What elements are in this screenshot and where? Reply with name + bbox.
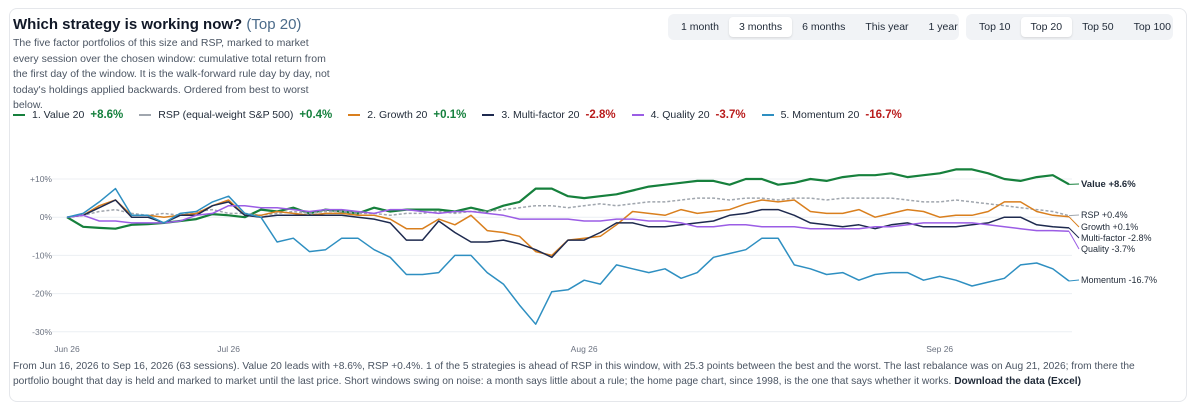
series-line-value [66,168,1070,230]
legend-label: 3. Multi-factor 20 [501,109,580,121]
legend-value: -2.8% [585,109,616,121]
strategy-card [9,8,1187,402]
end-label-momentum: Momentum -16.7% [1081,275,1157,285]
period-selector: 1 month 3 months 6 months This year 1 year [668,14,959,40]
y-tick-label: -20% [32,289,52,299]
end-label-leader [1068,216,1080,228]
end-label-growth: Growth +0.1% [1081,222,1138,232]
y-tick-label: +10% [30,174,52,184]
btn-3-months[interactable]: 3 months [728,17,793,37]
legend-label: 2. Growth 20 [367,109,428,121]
legend-value: +8.6% [90,109,124,121]
series-line-quality [66,204,1070,233]
title-subtitle: (Top 20) [246,16,302,33]
legend-swatch [482,114,495,116]
size-selector: Top 10 Top 20 Top 50 Top 100 [966,14,1173,40]
x-tick-label: Jun 26 [54,344,80,354]
legend-label: RSP (equal-weight S&P 500) [158,109,294,121]
btn-top-20[interactable]: Top 20 [1020,17,1073,37]
y-tick-label: 0% [40,212,53,222]
legend-swatch [761,114,774,116]
y-tick-label: -10% [32,250,52,260]
btn-top-50[interactable]: Top 50 [1082,21,1114,33]
end-label-quality: Quality -3.7% [1081,244,1135,254]
legend-label: 5. Momentum 20 [780,109,860,121]
btn-top-10[interactable]: Top 10 [979,21,1011,33]
end-label-leader [1068,214,1080,217]
footer-summary: From Jun 16, 2026 to Sep 16, 2026 (63 se… [13,359,1163,389]
end-label-leader [1068,231,1080,250]
btn-top-100[interactable]: Top 100 [1133,21,1171,33]
series-line-momentum [66,187,1070,325]
end-label-multi-factor: Multi-factor -2.8% [1081,233,1152,243]
x-tick-label: Sep 26 [926,344,953,354]
end-label-value: Value +8.6% [1081,179,1136,190]
legend-item-1-value-20[interactable]: 1. Value 20 +8.6% [13,109,123,121]
legend-item-4-quality-20[interactable]: 4. Quality 20 -3.7% [631,109,746,121]
legend-item-2-growth-20[interactable]: 2. Growth 20 +0.1% [348,109,466,121]
title-text: Which strategy is working now? [13,16,243,33]
legend-value: -3.7% [715,109,746,121]
series-line-rsp [66,197,1070,218]
end-label-leader [1068,227,1080,239]
legend-swatch [348,114,361,116]
btn-6-months[interactable]: 6 months [802,21,846,33]
legend-item-3-multi-factor-20[interactable]: 3. Multi-factor 20 -2.8% [482,109,616,121]
btn-1-year[interactable]: 1 year [928,21,958,33]
btn-1-month[interactable]: 1 month [681,21,719,33]
legend-value: +0.1% [433,109,467,121]
legend-item-5-momentum-20[interactable]: 5. Momentum 20 -16.7% [761,109,902,121]
footer-text: From Jun 16, 2026 to Sep 16, 2026 (63 se… [13,361,1135,387]
end-label-rsp: RSP +0.4% [1081,210,1128,220]
btn-this-year[interactable]: This year [865,21,909,33]
legend-label: 1. Value 20 [32,109,85,121]
legend-swatch [13,114,25,116]
legend-label: 4. Quality 20 [650,109,710,121]
legend-item-rsp-equal-weight-s-p-500[interactable]: RSP (equal-weight S&P 500) +0.4% [139,109,332,121]
legend-swatch [139,114,152,116]
page-title: Which strategy is working now? (Top 20) [13,16,301,33]
legend-value: -16.7% [865,109,902,121]
description: The five factor portfolios of this size … [13,37,330,111]
legend-value: +0.4% [299,109,333,121]
end-label-leader [1068,279,1080,282]
x-tick-label: Jul 26 [217,344,240,354]
legend-swatch [631,114,644,116]
download-data-link[interactable]: Download the data (Excel) [954,376,1081,387]
x-tick-label: Aug 26 [571,344,598,354]
chart-legend: 1. Value 20 +8.6% RSP (equal-weight S&P 50… [13,109,918,121]
series-line-multi-factor [66,199,1070,259]
y-tick-label: -30% [32,327,52,337]
